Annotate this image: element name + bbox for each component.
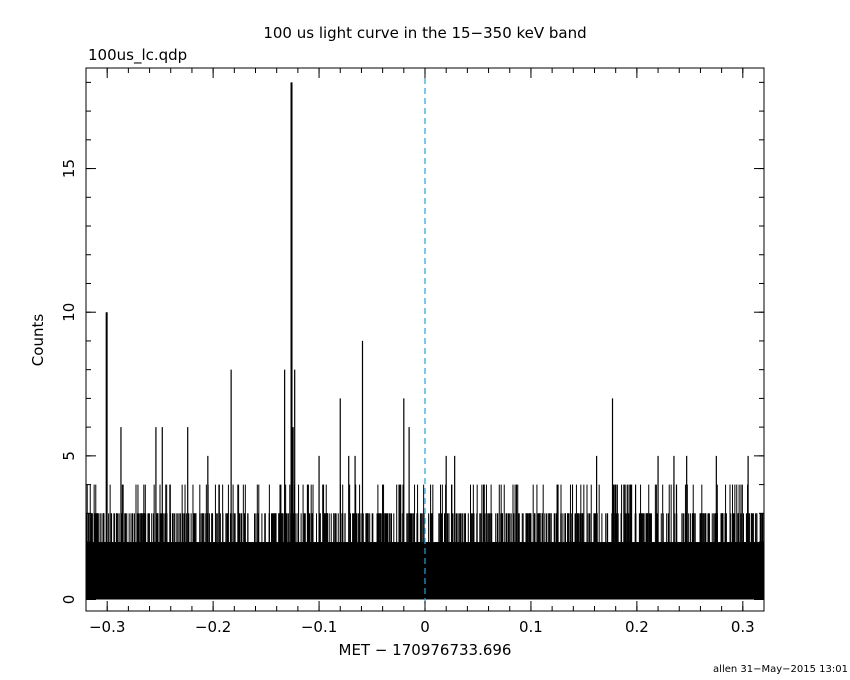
ticks-layer: −0.3 −0.2 −0.1 0 0.1 0.2 0.3 0 5 10 15 — [60, 68, 765, 636]
footer-stamp: allen 31−May−2015 13:01 — [713, 664, 848, 675]
x-axis-label: MET − 170976733.696 — [339, 641, 512, 659]
chart-title: 100 us light curve in the 15−350 keV ban… — [263, 24, 586, 42]
x-tick-label: −0.3 — [89, 618, 125, 636]
x-tick-label: 0.1 — [519, 618, 543, 636]
y-tick-label: 10 — [60, 303, 78, 322]
x-tick-label: −0.1 — [301, 618, 337, 636]
x-tick-label: −0.2 — [195, 618, 231, 636]
file-label: 100us_lc.qdp — [88, 46, 187, 65]
y-axis-label: Counts — [29, 314, 47, 367]
y-tick-label: 5 — [60, 451, 78, 461]
x-tick-label: 0 — [420, 618, 430, 636]
x-tick-label: 0.2 — [625, 618, 649, 636]
y-tick-label: 0 — [60, 595, 78, 605]
x-tick-label: 0.3 — [731, 618, 755, 636]
y-tick-label: 15 — [60, 159, 78, 178]
